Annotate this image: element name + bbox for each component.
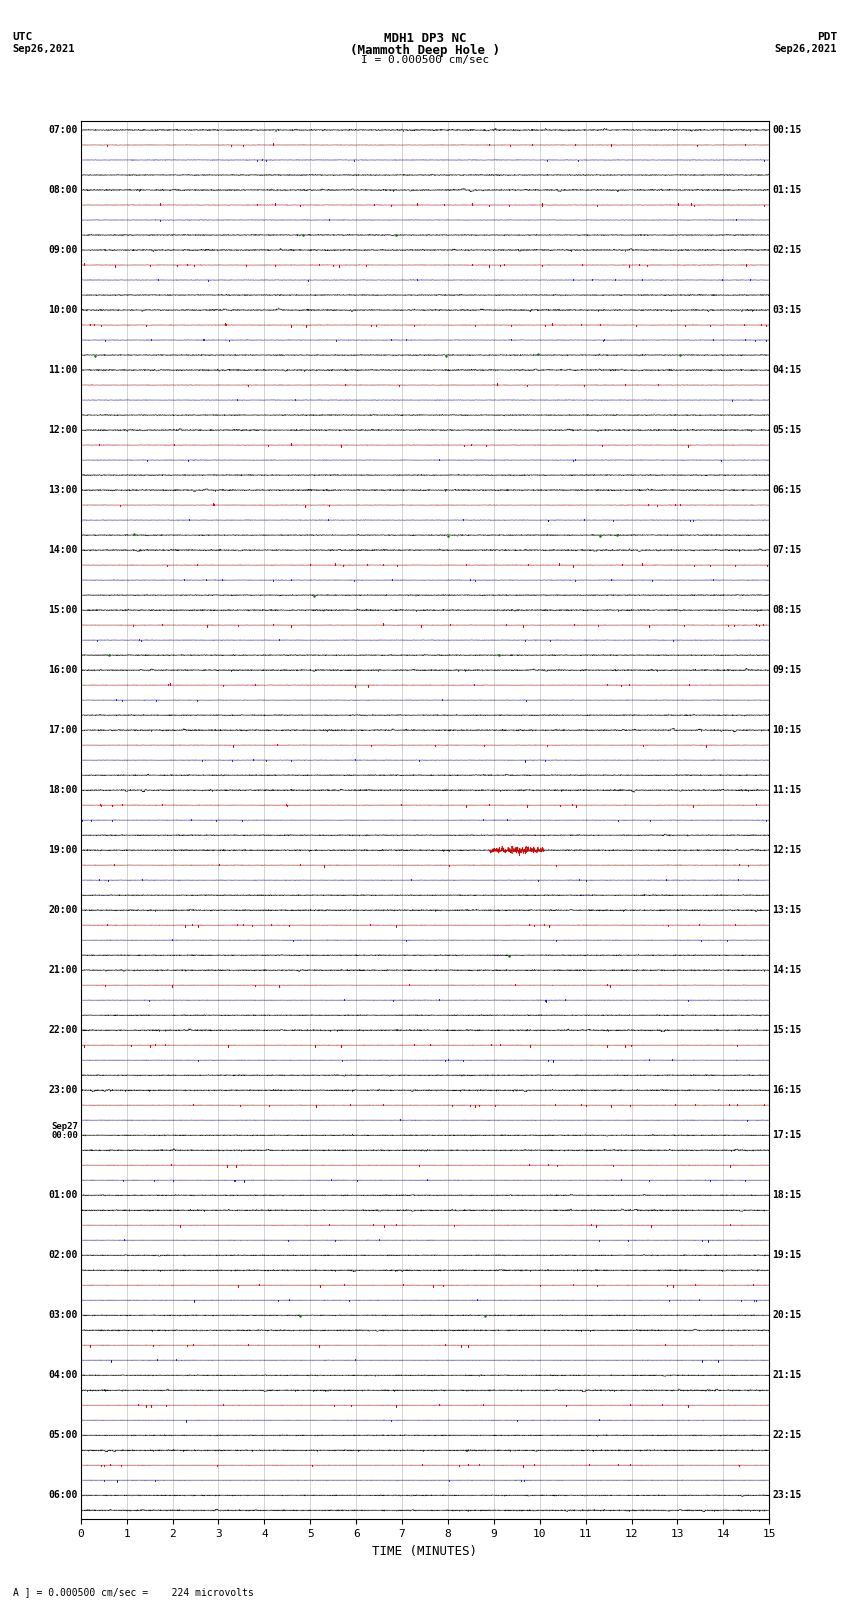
Text: PDT: PDT [817, 32, 837, 42]
Text: 23:00: 23:00 [48, 1086, 78, 1095]
Text: 07:15: 07:15 [772, 545, 802, 555]
Text: 22:00: 22:00 [48, 1026, 78, 1036]
Text: 05:15: 05:15 [772, 426, 802, 436]
Text: 13:00: 13:00 [48, 486, 78, 495]
Text: 02:00: 02:00 [48, 1250, 78, 1260]
Text: 18:00: 18:00 [48, 786, 78, 795]
Text: 19:00: 19:00 [48, 845, 78, 855]
Text: 03:00: 03:00 [48, 1310, 78, 1321]
Text: 05:00: 05:00 [48, 1431, 78, 1440]
Text: 21:00: 21:00 [48, 965, 78, 976]
Text: 10:15: 10:15 [772, 726, 802, 736]
Text: 06:15: 06:15 [772, 486, 802, 495]
Text: UTC: UTC [13, 32, 33, 42]
Text: MDH1 DP3 NC: MDH1 DP3 NC [383, 32, 467, 45]
Text: 11:00: 11:00 [48, 365, 78, 376]
Text: 15:15: 15:15 [772, 1026, 802, 1036]
Text: 18:15: 18:15 [772, 1190, 802, 1200]
Text: 23:15: 23:15 [772, 1490, 802, 1500]
Text: Sep26,2021: Sep26,2021 [774, 44, 837, 53]
Text: 17:00: 17:00 [48, 726, 78, 736]
X-axis label: TIME (MINUTES): TIME (MINUTES) [372, 1545, 478, 1558]
Text: 04:00: 04:00 [48, 1371, 78, 1381]
Text: 08:00: 08:00 [48, 185, 78, 195]
Text: 01:00: 01:00 [48, 1190, 78, 1200]
Text: 09:15: 09:15 [772, 665, 802, 676]
Text: 09:00: 09:00 [48, 245, 78, 255]
Text: 00:15: 00:15 [772, 124, 802, 135]
Text: 17:15: 17:15 [772, 1131, 802, 1140]
Text: 00:00: 00:00 [51, 1131, 78, 1140]
Text: 08:15: 08:15 [772, 605, 802, 615]
Text: 20:15: 20:15 [772, 1310, 802, 1321]
Text: 11:15: 11:15 [772, 786, 802, 795]
Text: 12:15: 12:15 [772, 845, 802, 855]
Text: 20:00: 20:00 [48, 905, 78, 915]
Text: 14:15: 14:15 [772, 965, 802, 976]
Text: 01:15: 01:15 [772, 185, 802, 195]
Text: 13:15: 13:15 [772, 905, 802, 915]
Text: 14:00: 14:00 [48, 545, 78, 555]
Text: 02:15: 02:15 [772, 245, 802, 255]
Text: 10:00: 10:00 [48, 305, 78, 315]
Text: A ] = 0.000500 cm/sec =    224 microvolts: A ] = 0.000500 cm/sec = 224 microvolts [13, 1587, 253, 1597]
Text: Sep27: Sep27 [51, 1123, 78, 1131]
Text: I = 0.000500 cm/sec: I = 0.000500 cm/sec [361, 55, 489, 65]
Text: 12:00: 12:00 [48, 426, 78, 436]
Text: 22:15: 22:15 [772, 1431, 802, 1440]
Text: 15:00: 15:00 [48, 605, 78, 615]
Text: 06:00: 06:00 [48, 1490, 78, 1500]
Text: 07:00: 07:00 [48, 124, 78, 135]
Text: 04:15: 04:15 [772, 365, 802, 376]
Text: 16:00: 16:00 [48, 665, 78, 676]
Text: 21:15: 21:15 [772, 1371, 802, 1381]
Text: 19:15: 19:15 [772, 1250, 802, 1260]
Text: (Mammoth Deep Hole ): (Mammoth Deep Hole ) [350, 44, 500, 56]
Text: Sep26,2021: Sep26,2021 [13, 44, 76, 53]
Text: 16:15: 16:15 [772, 1086, 802, 1095]
Text: 03:15: 03:15 [772, 305, 802, 315]
